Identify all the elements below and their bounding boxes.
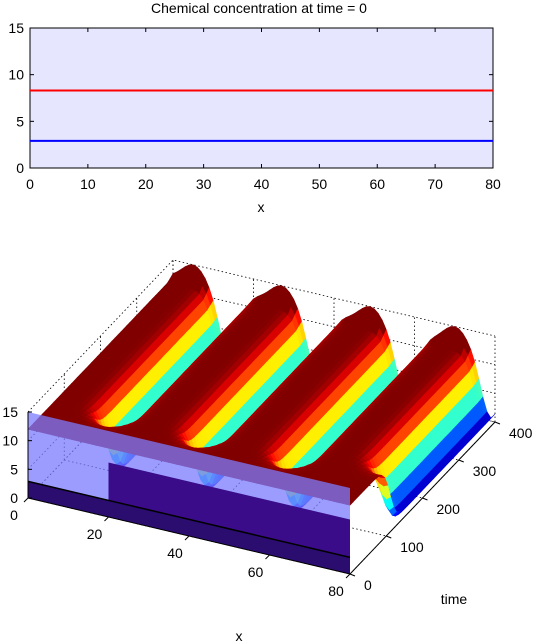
- top-x-tick-label: 30: [196, 176, 212, 192]
- slice-edge: [27, 480, 351, 559]
- z-tick-label: 0: [10, 490, 18, 506]
- z-tick-label: 10: [2, 433, 18, 449]
- surface-chart: 0 20 40 60 80 0 100 200 300 400 0 5 10 15 x time: [2, 259, 533, 643]
- z-tick-label: 5: [10, 461, 18, 477]
- surface-y-axis-label: time: [441, 591, 468, 607]
- surface-x-axis-label: x: [236, 628, 243, 643]
- top-x-tick-label: 20: [138, 176, 154, 192]
- time-tick-label: 0: [364, 577, 372, 593]
- time-tick-label: 400: [509, 425, 533, 441]
- time-tick-mark: [422, 497, 428, 501]
- x-tick-label: 40: [167, 545, 183, 561]
- x-tick-label: 80: [328, 583, 344, 599]
- time-tick-mark: [458, 459, 464, 463]
- top-x-tick-label: 70: [427, 176, 443, 192]
- slice-plate: [108, 462, 350, 558]
- top-chart-title: Chemical concentration at time = 0: [151, 0, 367, 16]
- x-tick-label: 60: [248, 564, 264, 580]
- top-x-tick-label: 50: [312, 176, 328, 192]
- time-tick-mark: [349, 573, 356, 577]
- x-tick-mark: [345, 573, 351, 579]
- top-x-tick-label: 60: [369, 176, 385, 192]
- slice-floor: [28, 481, 350, 574]
- top-series-lines: [30, 89, 493, 142]
- time-tick-mark: [386, 535, 392, 539]
- initial-slice: [27, 412, 496, 575]
- top-chart: Chemical concentration at time = 0 0 10 20…: [8, 0, 501, 215]
- top-x-ticks: 0 10 20 30 40 50 60 70 80: [26, 28, 501, 192]
- x-tick-label: 0: [10, 507, 18, 523]
- top-x-axis-label: x: [258, 199, 265, 215]
- top-plot-area: [29, 27, 494, 169]
- top-x-tick-label: 10: [80, 176, 96, 192]
- x-tick-mark: [104, 516, 109, 522]
- top-y-tick-label: 10: [8, 67, 24, 83]
- time-tick-label: 200: [437, 501, 461, 517]
- z-tick-label: 15: [2, 404, 18, 420]
- surface-ticks: 0 20 40 60 80 0 100 200 300 400 0 5 10 15: [2, 404, 532, 599]
- x-tick-mark: [184, 535, 190, 541]
- x-tick-label: 20: [87, 526, 103, 542]
- time-tick-mark: [494, 421, 501, 425]
- top-y-tick-label: 0: [16, 160, 24, 176]
- surface-mesh: [27, 264, 496, 517]
- top-x-tick-label: 0: [26, 176, 34, 192]
- time-tick-label: 300: [473, 463, 497, 479]
- x-tick-mark: [23, 497, 29, 503]
- top-x-tick-label: 40: [254, 176, 270, 192]
- time-tick-label: 100: [400, 539, 424, 555]
- top-y-tick-label: 15: [8, 20, 24, 36]
- top-x-tick-label: 80: [485, 176, 501, 192]
- x-tick-mark: [265, 554, 270, 560]
- top-y-ticks: 0 5 10 15: [8, 20, 493, 176]
- top-y-tick-label: 5: [16, 113, 24, 129]
